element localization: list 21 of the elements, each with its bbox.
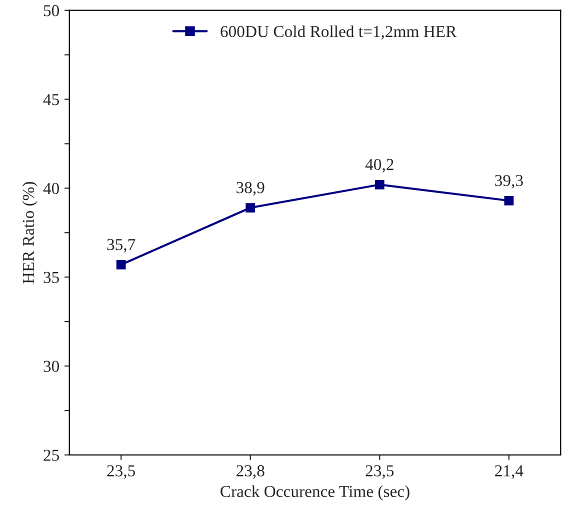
x-tick-label: 21,4 [495, 465, 524, 479]
point [504, 196, 514, 206]
point [116, 260, 126, 270]
data-label: 39,3 [495, 174, 523, 189]
point [374, 180, 384, 190]
x-tick-label: 23,8 [236, 465, 264, 479]
y-tick-label: 30 [44, 360, 59, 372]
x-axis-title: Crack Occurence Time (sec) [220, 485, 410, 500]
y-axis-title: HER Ratio (%) [22, 182, 38, 284]
point [246, 203, 256, 212]
y-tick-label: 45 [43, 94, 59, 106]
y-tick-label: 40 [43, 182, 59, 194]
data-label: 35,7 [107, 238, 136, 253]
y-tick-label: 25 [44, 450, 59, 461]
y-tick-label: 35 [44, 272, 59, 284]
x-tick-label: 23,5 [366, 465, 394, 479]
x-tick-label: 23,5 [107, 465, 136, 479]
y-tick-label: 50 [44, 5, 59, 16]
data-label: 38,9 [236, 182, 264, 196]
legend-label: 600DU Cold Rolled t=1,2mm HER [220, 25, 457, 40]
data-label: 40,2 [365, 158, 394, 173]
